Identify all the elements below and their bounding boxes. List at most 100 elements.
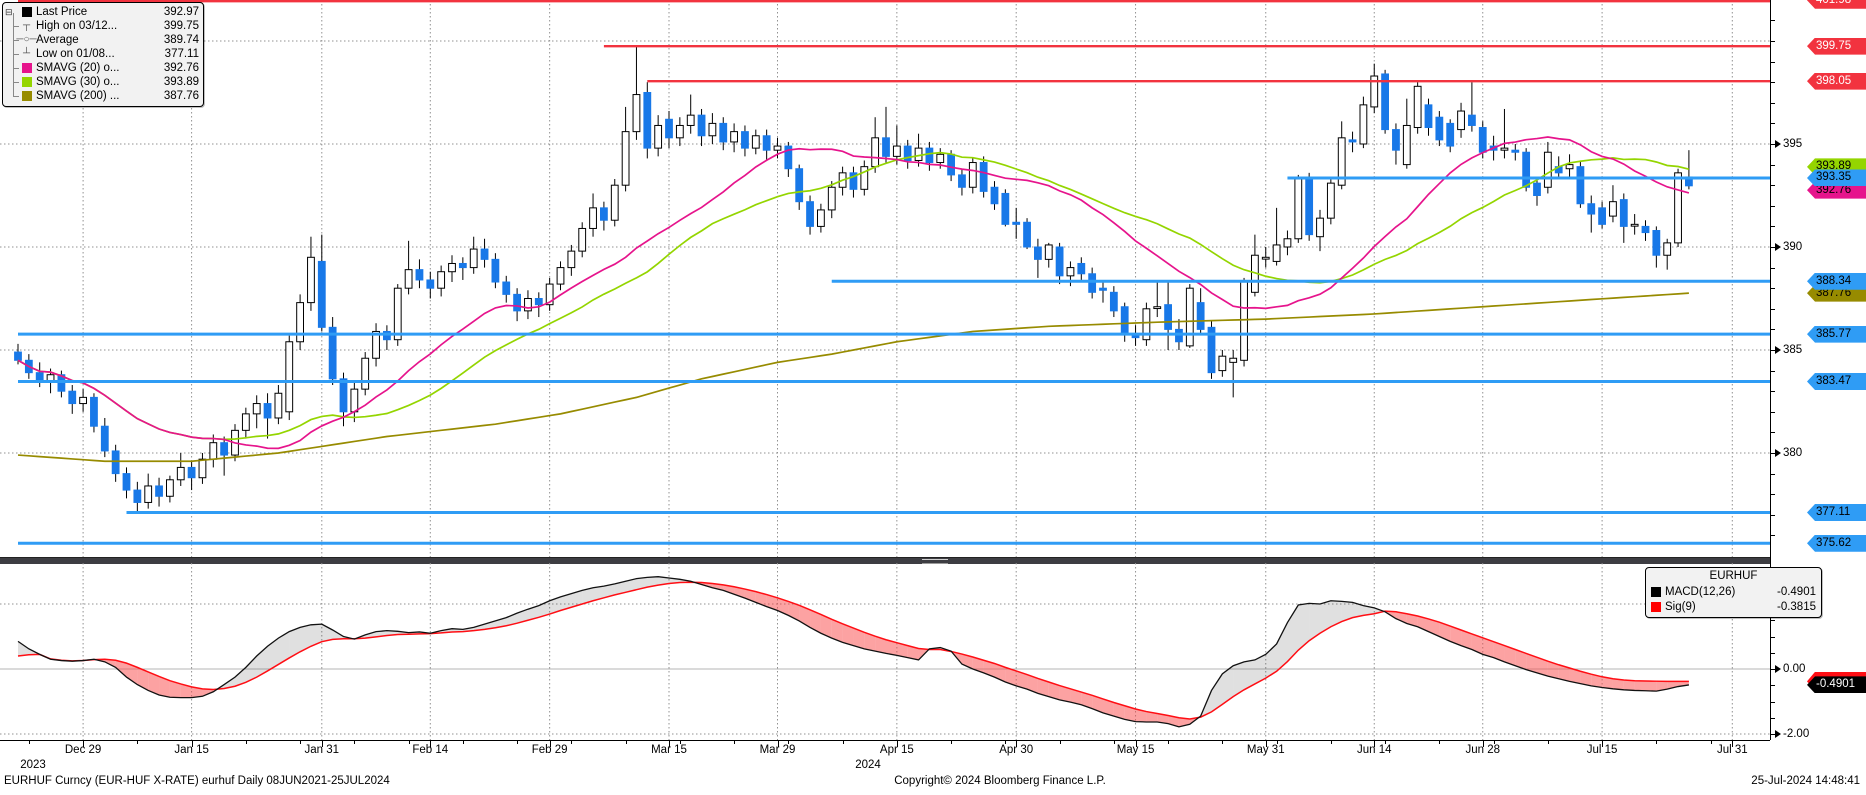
- price-minor-tick: [1771, 82, 1775, 84]
- candle-down: [1478, 127, 1487, 153]
- macd-fill: [1048, 682, 1060, 700]
- macd-fill: [169, 680, 181, 698]
- tick-arrow-icon: [1775, 449, 1781, 457]
- date-minor-tick: [571, 741, 573, 744]
- candle-down: [1381, 73, 1389, 131]
- macd-fill: [983, 660, 995, 678]
- candle-down: [849, 172, 858, 190]
- tick-arrow-icon: [1775, 243, 1781, 251]
- price-tag-383.47[interactable]: 383.47: [1807, 373, 1866, 391]
- price-tag-385.77[interactable]: 385.77: [1807, 325, 1866, 343]
- macd-fill: [1027, 674, 1038, 694]
- panel-divider-handle[interactable]: [0, 557, 1866, 564]
- date-minor-tick: [1493, 741, 1495, 744]
- legend-row-3[interactable]: ┴ Low on 01/08... 377.11: [7, 47, 199, 61]
- macd-legend-value: -0.4901: [1776, 585, 1816, 598]
- date-label-jun-14: Jun 14: [1356, 744, 1392, 756]
- price-tag-398.05[interactable]: 398.05: [1807, 72, 1866, 90]
- legend-expander-icon[interactable]: ⊟: [5, 6, 13, 18]
- macd-panel[interactable]: [0, 563, 1770, 740]
- price-chart-panel[interactable]: ⊟ Last Price 392.97 ┬ High on 03/12... 399.75…: [0, 0, 1770, 557]
- macd-fill: [1537, 657, 1548, 677]
- date-axis[interactable]: Dec 29 Jan 15 Jan 31 Feb 14 Feb 29 Mar 15 Mar …: [0, 740, 1770, 773]
- black-square-icon: [20, 7, 33, 17]
- price-tag-375.62[interactable]: 375.62: [1807, 534, 1866, 552]
- candle-up: [1044, 244, 1053, 260]
- legend-row-6[interactable]: SMAVG (200) ... 387.76: [7, 89, 199, 103]
- legend-row-5[interactable]: SMAVG (30) o... 393.89: [7, 75, 199, 89]
- candle-down: [187, 466, 196, 479]
- legend-label: Average: [36, 34, 79, 46]
- candle-up: [209, 442, 218, 460]
- legend-tree-stub: [13, 53, 19, 55]
- macd-fill: [723, 584, 735, 595]
- candle-down: [795, 168, 804, 203]
- macd-value-tag[interactable]: -0.4901: [1807, 676, 1866, 694]
- macd-fill: [603, 583, 615, 598]
- legend-value: 389.74: [163, 34, 199, 46]
- candle-down: [133, 489, 142, 503]
- candle-down: [1077, 262, 1086, 275]
- macd-fill: [972, 656, 984, 673]
- legend-tree-stub: [13, 95, 19, 97]
- candle-up: [1283, 238, 1292, 248]
- date-minor-tick: [1439, 741, 1441, 744]
- candle-up: [1261, 256, 1270, 260]
- candle-down: [1446, 122, 1455, 147]
- macd-fill: [1092, 695, 1103, 713]
- price-axis[interactable]: 395 390 385 380 393.89 392.76 387.76 393.35 388.…: [1770, 0, 1866, 740]
- candle-down: [1522, 151, 1531, 188]
- candlestick-chart[interactable]: [0, 0, 1770, 557]
- price-tag-393.35[interactable]: 393.35: [1807, 169, 1866, 187]
- date-minor-tick: [1059, 741, 1061, 744]
- macd-fill: [766, 594, 778, 611]
- candle-down: [697, 114, 706, 137]
- date-minor-tick: [1276, 741, 1278, 744]
- candle-up: [252, 403, 261, 415]
- candle-down: [1120, 306, 1129, 335]
- macd-legend-row-0[interactable]: MACD(12,26) -0.4901: [1651, 584, 1816, 599]
- price-legend-box[interactable]: ⊟ Last Price 392.97 ┬ High on 03/12... 399.75…: [2, 2, 204, 107]
- price-tick-label-380: 380: [1775, 447, 1802, 459]
- price-tag-388.34[interactable]: 388.34: [1807, 272, 1866, 290]
- price-minor-tick: [1771, 494, 1775, 496]
- date-label-apr-30: Apr 30: [999, 744, 1034, 756]
- macd-legend-box[interactable]: EURHUF MACD(12,26) -0.4901 Sig(9) -0.3815: [1645, 567, 1822, 618]
- candle-down: [1196, 302, 1205, 330]
- macd-fill: [1341, 601, 1353, 622]
- candle-down: [458, 262, 467, 269]
- macd-fill: [1591, 674, 1603, 688]
- macd-minor-tick: [1771, 685, 1775, 687]
- macd-chart[interactable]: [0, 563, 1770, 740]
- candle-down: [1435, 116, 1444, 141]
- legend-row-1[interactable]: ┬ High on 03/12... 399.75: [7, 19, 199, 33]
- macd-fill: [1330, 600, 1342, 627]
- price-tag-377.11[interactable]: 377.11: [1807, 504, 1866, 522]
- date-label-jul-31: Jul 31: [1716, 744, 1748, 756]
- candle-down: [1088, 273, 1097, 293]
- candle-down: [1109, 291, 1118, 312]
- date-major-tick: [321, 741, 323, 747]
- legend-row-4[interactable]: SMAVG (20) o... 392.76: [7, 61, 199, 75]
- price-tag-399.75[interactable]: 399.75: [1807, 37, 1866, 55]
- legend-row-2[interactable]: ─○─ Average 389.74: [7, 33, 199, 47]
- candle-down: [491, 258, 500, 283]
- macd-minor-tick: [1771, 669, 1775, 670]
- macd-fill: [994, 663, 1006, 682]
- date-label-feb-14: Feb 14: [412, 744, 449, 756]
- candle-up: [751, 135, 760, 149]
- macd-fill: [875, 636, 886, 654]
- legend-row-0[interactable]: ⊟ Last Price 392.97: [5, 5, 199, 19]
- macd-tick-label--2.00: -2.00: [1775, 728, 1809, 740]
- macd-minor-tick: [1771, 701, 1775, 703]
- macd-fill: [245, 656, 257, 683]
- price-minor-tick: [1771, 432, 1775, 434]
- macd-legend-row-1[interactable]: Sig(9) -0.3815: [1651, 599, 1816, 614]
- candle-up: [1142, 308, 1151, 341]
- price-tag-401.98[interactable]: 401.98: [1807, 0, 1866, 9]
- macd-fill: [1612, 678, 1624, 690]
- candle-down: [1164, 304, 1172, 330]
- macd-fill: [278, 631, 290, 665]
- price-tick-label-385: 385: [1775, 344, 1802, 356]
